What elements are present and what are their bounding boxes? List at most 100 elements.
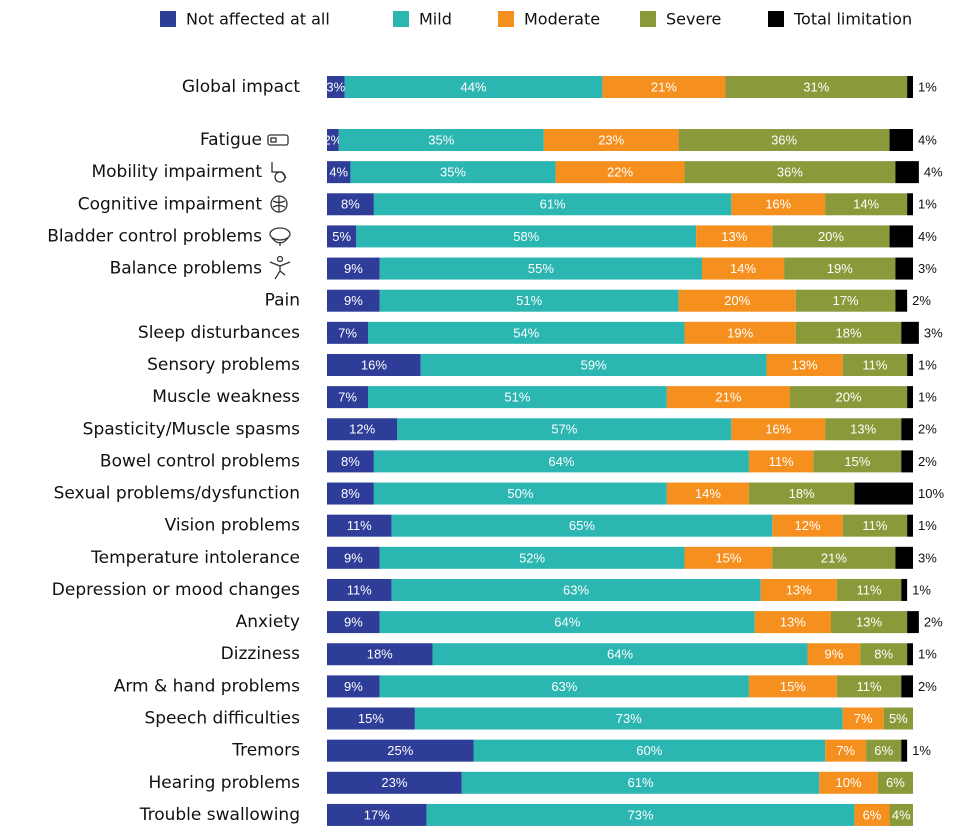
bar-segment xyxy=(461,771,820,794)
legend-swatch xyxy=(160,11,176,27)
bar-segment xyxy=(895,546,913,569)
category-label: Balance problems xyxy=(110,259,263,279)
value-label: 63% xyxy=(563,582,589,597)
value-label: 1% xyxy=(918,518,937,533)
bar-segment xyxy=(907,193,913,216)
legend-swatch xyxy=(393,11,409,27)
value-label: 14% xyxy=(695,486,721,501)
value-label: 23% xyxy=(381,775,407,790)
value-label: 61% xyxy=(540,197,566,212)
bar-segment xyxy=(702,257,785,280)
bar-segment xyxy=(368,386,667,409)
bar-segment xyxy=(327,739,474,762)
value-label: 7% xyxy=(836,743,855,758)
category-label: Bladder control problems xyxy=(47,226,262,246)
value-label: 65% xyxy=(569,518,595,533)
value-label: 20% xyxy=(836,390,862,405)
category-label: Speech difficulties xyxy=(144,709,300,729)
value-label: 9% xyxy=(344,679,363,694)
wheelchair-frame xyxy=(271,162,287,179)
value-label: 11% xyxy=(769,454,794,469)
bar-segment xyxy=(543,129,679,151)
bar-segment xyxy=(772,225,890,248)
bar-segment xyxy=(327,289,380,312)
bar-segment xyxy=(327,193,374,216)
value-label: 11% xyxy=(862,357,887,372)
value-label: 13% xyxy=(780,615,806,630)
category-label: Tremors xyxy=(231,741,300,761)
bar-segment xyxy=(883,707,913,730)
value-label: 2% xyxy=(918,454,937,469)
bar-segment xyxy=(338,129,544,151)
value-label: 2% xyxy=(323,132,342,147)
bar-segment xyxy=(327,803,427,826)
bar-segment xyxy=(825,418,902,441)
legend-label: Mild xyxy=(419,10,452,29)
value-label: 4% xyxy=(892,807,911,822)
category-label: Anxiety xyxy=(236,612,300,632)
value-label: 4% xyxy=(329,165,348,180)
value-label: 59% xyxy=(581,357,607,372)
bar-segment xyxy=(889,803,913,826)
category-label: Depression or mood changes xyxy=(52,580,300,600)
bar-segment xyxy=(327,514,392,537)
bar-segment xyxy=(327,161,351,184)
value-label: 5% xyxy=(332,229,351,244)
bar-segment xyxy=(748,482,855,505)
bar-segment xyxy=(327,353,421,376)
bar-segment xyxy=(327,643,433,666)
value-label: 64% xyxy=(607,647,633,662)
value-label: 11% xyxy=(347,518,372,533)
category-label: Pain xyxy=(265,291,300,311)
bar-segment xyxy=(907,514,913,537)
value-label: 61% xyxy=(627,775,653,790)
value-label: 18% xyxy=(789,486,815,501)
bar-segment xyxy=(414,707,843,730)
value-label: 22% xyxy=(607,165,633,180)
value-label: 10% xyxy=(918,486,944,501)
category-label: Sensory problems xyxy=(147,355,300,375)
value-label: 15% xyxy=(358,711,384,726)
bar-segment xyxy=(725,76,908,98)
value-label: 9% xyxy=(344,293,363,308)
value-label: 73% xyxy=(627,807,653,822)
category-label: Bowel control problems xyxy=(100,451,300,471)
bar-segment xyxy=(420,353,767,376)
value-label: 64% xyxy=(554,615,580,630)
bar-segment xyxy=(842,707,884,730)
category-label: Dizziness xyxy=(221,644,300,664)
icons xyxy=(267,134,291,280)
bar-segment xyxy=(854,482,913,505)
value-label: 16% xyxy=(361,357,387,372)
value-label: 1% xyxy=(918,357,937,372)
bladder-base xyxy=(271,237,289,246)
bar-segment xyxy=(731,418,826,441)
value-label: 52% xyxy=(519,550,545,565)
value-label: 8% xyxy=(341,454,360,469)
bar-segment xyxy=(379,546,685,569)
bar-segment xyxy=(327,386,369,409)
value-label: 11% xyxy=(857,582,882,597)
category-label: Mobility impairment xyxy=(91,162,262,182)
bar-segment xyxy=(877,771,913,794)
value-label: 18% xyxy=(836,325,862,340)
bar-segment xyxy=(327,611,380,634)
value-label: 36% xyxy=(777,165,803,180)
value-label: 17% xyxy=(833,293,859,308)
value-label: 2% xyxy=(912,293,931,308)
category-label: Arm & hand problems xyxy=(114,676,300,696)
bar-segment xyxy=(327,482,374,505)
bar-segment xyxy=(807,643,861,666)
value-label: 20% xyxy=(724,293,750,308)
bar-segment xyxy=(766,353,843,376)
value-label: 11% xyxy=(862,518,887,533)
category-label: Vision problems xyxy=(165,516,300,536)
bar-segment xyxy=(895,161,919,184)
value-label: 50% xyxy=(507,486,533,501)
bar-segment xyxy=(684,546,773,569)
bar-segment xyxy=(907,353,913,376)
value-label: 13% xyxy=(786,582,812,597)
value-label: 1% xyxy=(918,390,937,405)
bar-segment xyxy=(397,418,732,441)
category-label: Sleep disturbances xyxy=(138,323,300,343)
